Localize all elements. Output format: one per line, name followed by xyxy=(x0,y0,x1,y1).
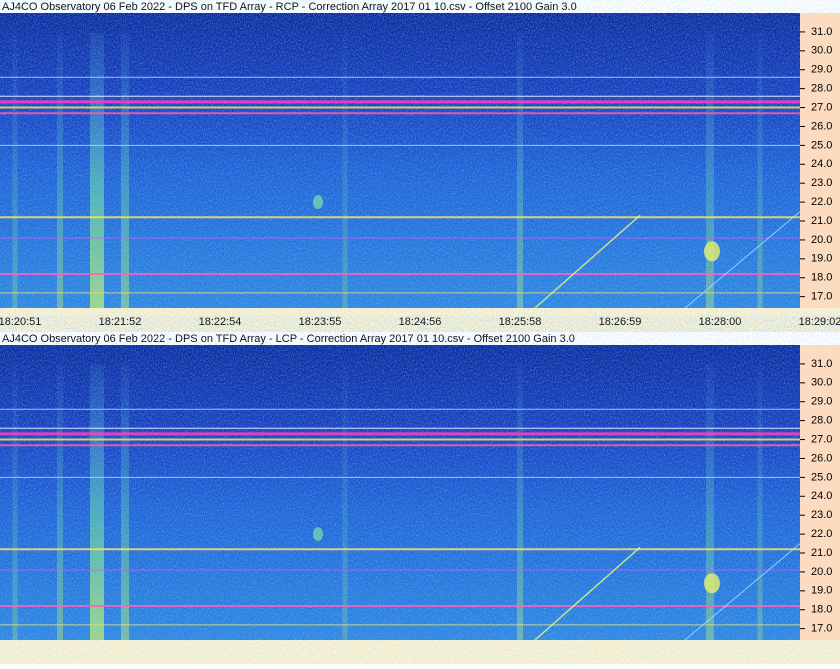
burst xyxy=(57,365,63,640)
y-tick-label: 22.0 xyxy=(811,528,832,540)
y-tick-label: 23.0 xyxy=(811,177,832,189)
burst xyxy=(342,33,348,308)
title-bar xyxy=(0,0,840,13)
burst xyxy=(757,365,763,640)
y-tick-label: 27.0 xyxy=(811,433,832,445)
y-tick-label: 17.0 xyxy=(811,623,832,635)
panel-title: AJ4CO Observatory 06 Feb 2022 - DPS on T… xyxy=(2,1,577,13)
drift-line xyxy=(684,211,801,309)
drift-line xyxy=(534,546,641,641)
y-tick-label: 31.0 xyxy=(811,26,832,38)
burst xyxy=(12,365,18,640)
burst xyxy=(90,33,104,308)
x-tick-label: 18:24:56 xyxy=(399,316,442,328)
y-tick-label: 22.0 xyxy=(811,196,832,208)
y-tick-label: 24.0 xyxy=(811,158,832,170)
x-tick-label: 18:21:52 xyxy=(99,316,142,328)
y-tick-label: 19.0 xyxy=(811,253,832,265)
burst-spot xyxy=(313,527,323,542)
burst xyxy=(706,33,714,308)
burst-spot xyxy=(704,573,720,594)
burst xyxy=(517,365,523,640)
burst xyxy=(342,365,348,640)
y-tick-label: 23.0 xyxy=(811,509,832,521)
y-tick-label: 25.0 xyxy=(811,471,832,483)
axis-panel xyxy=(800,13,840,308)
y-tick-label: 24.0 xyxy=(811,490,832,502)
noise xyxy=(0,13,800,308)
x-tick-label: 18:20:51 xyxy=(0,316,41,328)
y-tick-label: 27.0 xyxy=(811,101,832,113)
panel-title: AJ4CO Observatory 06 Feb 2022 - DPS on T… xyxy=(2,333,575,345)
noise xyxy=(0,345,800,640)
burst xyxy=(121,33,129,308)
burst-spot xyxy=(704,241,720,262)
drift-line xyxy=(534,214,641,309)
burst xyxy=(706,365,714,640)
x-tick-label: 18:28:00 xyxy=(699,316,742,328)
burst xyxy=(121,365,129,640)
burst xyxy=(757,33,763,308)
y-tick-label: 18.0 xyxy=(811,272,832,284)
x-tick-label: 18:29:02 xyxy=(799,316,840,328)
y-tick-label: 28.0 xyxy=(811,83,832,95)
y-tick-label: 18.0 xyxy=(811,604,832,616)
y-tick-label: 17.0 xyxy=(811,291,832,303)
y-tick-label: 26.0 xyxy=(811,120,832,132)
burst xyxy=(57,33,63,308)
y-tick-label: 30.0 xyxy=(811,377,832,389)
y-tick-label: 21.0 xyxy=(811,215,832,227)
axis-panel xyxy=(800,345,840,640)
x-tick-label: 18:25:58 xyxy=(499,316,542,328)
burst xyxy=(90,365,104,640)
y-tick-label: 29.0 xyxy=(811,64,832,76)
y-tick-label: 19.0 xyxy=(811,585,832,597)
y-tick-label: 31.0 xyxy=(811,358,832,370)
burst xyxy=(517,33,523,308)
title-bar xyxy=(0,332,840,345)
x-tick-label: 18:26:59 xyxy=(599,316,642,328)
x-tick-label: 18:23:55 xyxy=(299,316,342,328)
burst xyxy=(12,33,18,308)
y-tick-label: 25.0 xyxy=(811,139,832,151)
x-tick-label: 18:22:54 xyxy=(199,316,242,328)
y-tick-label: 28.0 xyxy=(811,415,832,427)
drift-line xyxy=(684,543,801,641)
y-tick-label: 20.0 xyxy=(811,234,832,246)
burst-spot xyxy=(313,195,323,210)
y-tick-label: 21.0 xyxy=(811,547,832,559)
y-tick-label: 29.0 xyxy=(811,396,832,408)
y-tick-label: 20.0 xyxy=(811,566,832,578)
y-tick-label: 26.0 xyxy=(811,452,832,464)
y-tick-label: 30.0 xyxy=(811,45,832,57)
